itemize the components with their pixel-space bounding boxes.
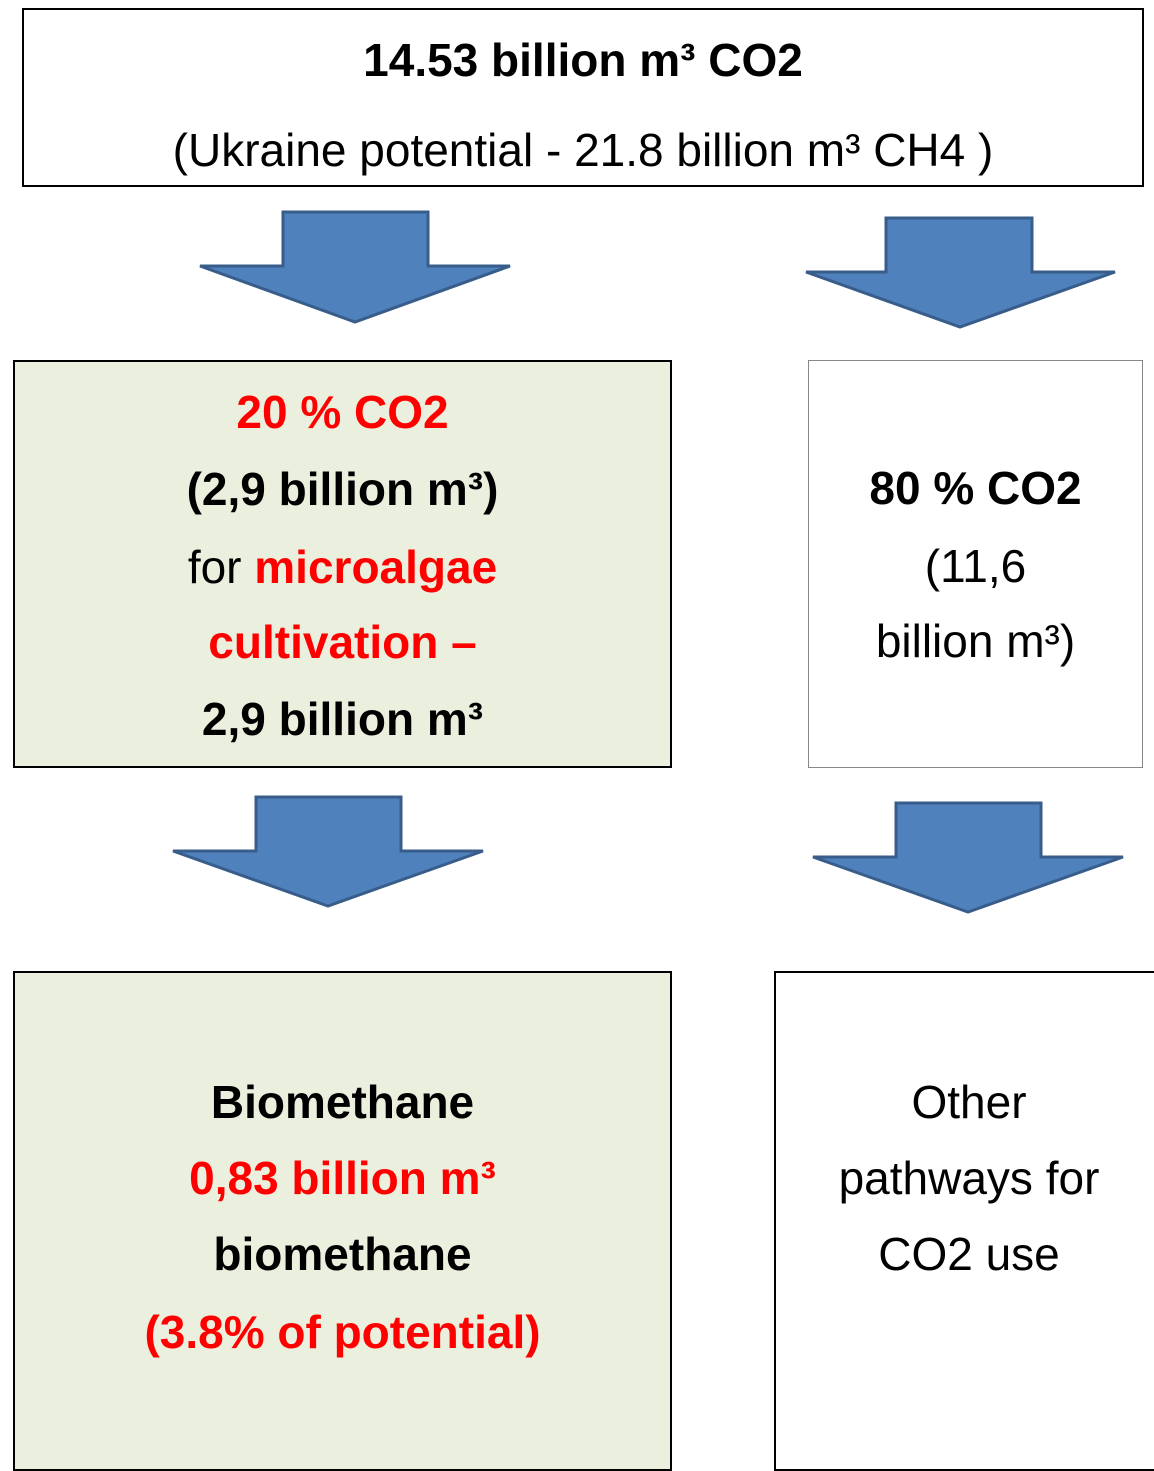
down-arrow — [805, 216, 1116, 329]
box-line: CO2 use — [878, 1228, 1060, 1280]
box-line: pathways for — [838, 1152, 1100, 1204]
text: microalgae — [254, 541, 498, 593]
right-result-box: Other pathways for CO2 use — [774, 971, 1154, 1471]
text: for — [187, 541, 242, 593]
down-arrow — [812, 801, 1124, 914]
box-line: Biomethane — [210, 1076, 475, 1128]
down-arrow — [172, 795, 484, 908]
box-line: 2,9 billion m³ — [201, 693, 484, 745]
left-box: 20 % CO2 (2,9 billion m³) for microalgae… — [13, 360, 672, 768]
box-line: (2,9 billion m³) — [186, 463, 499, 515]
top-box: 14.53 billion m³ CO2 (Ukraine potential … — [22, 8, 1144, 187]
left-result-box: Biomethane 0,83 billion m³ biomethane (3… — [13, 971, 672, 1471]
box-line: (3.8% of potential) — [144, 1306, 541, 1358]
box-line: 0,83 billion m³ — [189, 1152, 496, 1204]
box-line: 20 % CO2 — [236, 386, 449, 438]
box-line: billion m³) — [875, 615, 1076, 667]
box-line: 80 % CO2 — [869, 462, 1082, 514]
box-line: for microalgae — [15, 544, 670, 590]
box-line: Other — [911, 1076, 1027, 1128]
right-box: 80 % CO2 (11,6 billion m³) — [808, 360, 1143, 768]
down-arrow — [199, 210, 511, 324]
top-line: 14.53 billion m³ CO2 — [363, 34, 803, 86]
box-line: biomethane — [213, 1228, 472, 1280]
box-line: (11,6 — [924, 540, 1027, 592]
top-line: (Ukraine potential - 21.8 billion m³ CH4… — [172, 124, 994, 176]
box-line: cultivation – — [208, 616, 477, 668]
